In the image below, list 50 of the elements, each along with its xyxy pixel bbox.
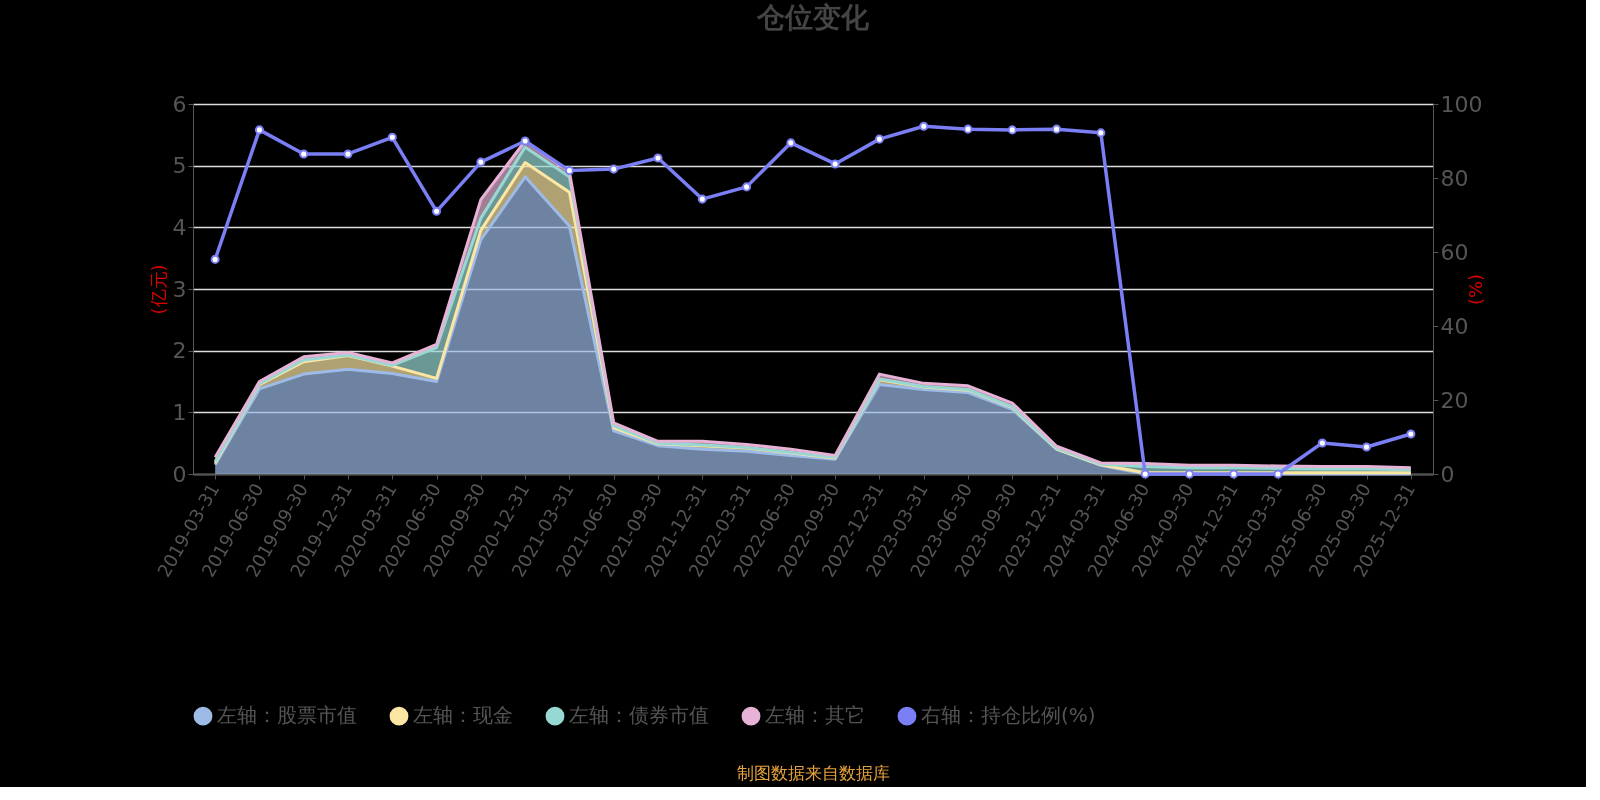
point [609, 164, 619, 174]
point [1273, 469, 1283, 479]
point [742, 182, 752, 192]
y-tick-label: 3 [172, 276, 187, 302]
point [653, 153, 663, 163]
y-tick-label: 4 [172, 214, 187, 240]
y2-tick-label: 40 [1440, 313, 1469, 339]
y2-tick-label: 20 [1440, 387, 1469, 413]
legend-label: 左轴：债券市值 [569, 703, 709, 728]
point [254, 125, 264, 135]
y2-tick-label: 80 [1440, 165, 1469, 191]
point [1052, 124, 1062, 134]
point [1406, 429, 1416, 439]
point [1096, 128, 1106, 138]
point [1317, 438, 1327, 448]
legend-label: 右轴：持仓比例(%) [921, 703, 1096, 728]
y2-axis-title: (%) [1465, 273, 1487, 306]
text: 制图数据来自数据库 [736, 763, 890, 783]
point [1007, 125, 1017, 135]
point [874, 134, 884, 144]
chart-title: 仓位变化 [756, 1, 870, 34]
point [564, 166, 574, 176]
point [343, 149, 353, 159]
point [1362, 442, 1372, 452]
point [1140, 469, 1150, 479]
point [1229, 469, 1239, 479]
point [520, 136, 530, 146]
y-tick-label: 1 [172, 399, 187, 425]
legend-label: 左轴：其它 [765, 703, 865, 728]
y-tick-label: 5 [172, 153, 187, 179]
y2-tick-label: 60 [1440, 239, 1469, 265]
y-axis-title: (亿元) [147, 264, 169, 315]
legend-label: 左轴：现金 [413, 703, 513, 728]
point [919, 121, 929, 131]
point [1184, 469, 1194, 479]
point [210, 254, 220, 264]
legend-label: 左轴：股票市值 [217, 703, 357, 728]
y-tick-label: 6 [172, 91, 187, 117]
y2-tick-label: 100 [1440, 91, 1483, 117]
point [299, 149, 309, 159]
point [387, 132, 397, 142]
point [697, 194, 707, 204]
y-tick-label: 2 [172, 338, 187, 364]
point [830, 159, 840, 169]
point [963, 124, 973, 134]
point [432, 206, 442, 216]
point [476, 157, 486, 167]
y-tick-label: 0 [172, 461, 187, 487]
y2-tick-label: 0 [1440, 461, 1455, 487]
point [786, 138, 796, 148]
